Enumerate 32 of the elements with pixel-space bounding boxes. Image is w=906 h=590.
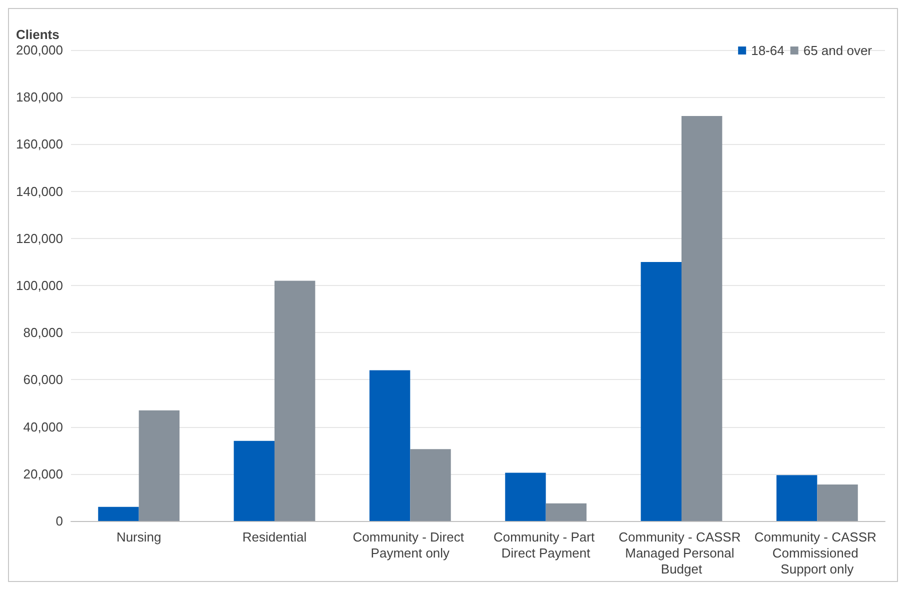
bar bbox=[369, 370, 410, 521]
y-tick-label: 20,000 bbox=[23, 466, 63, 482]
y-tick-label: 140,000 bbox=[16, 184, 63, 199]
bar bbox=[776, 475, 818, 521]
x-tick-label: Community - CASSR Managed Personal Budget bbox=[618, 530, 744, 576]
bar bbox=[546, 503, 587, 521]
bar bbox=[274, 280, 316, 521]
y-tick-label: 100,000 bbox=[16, 278, 63, 293]
y-tick-label: 160,000 bbox=[16, 136, 63, 152]
x-tick-label: Community - Direct Payment only bbox=[352, 530, 468, 560]
bar bbox=[817, 484, 858, 521]
bar bbox=[410, 449, 451, 521]
y-tick-label: 0 bbox=[56, 514, 63, 528]
legend-label: 65 and over bbox=[803, 43, 873, 58]
y-tick-label: 60,000 bbox=[23, 372, 63, 388]
y-tick-label: 200,000 bbox=[16, 42, 63, 58]
y-tick-label: 80,000 bbox=[23, 325, 63, 340]
bar bbox=[505, 472, 546, 521]
bar bbox=[640, 262, 682, 521]
y-tick-label: 40,000 bbox=[23, 419, 63, 434]
x-tick-label: Community - Part Direct Payment bbox=[493, 530, 598, 560]
legend-label: 18-64 bbox=[751, 43, 784, 58]
x-tick-label: Nursing bbox=[116, 530, 162, 544]
y-tick-label: 180,000 bbox=[16, 90, 63, 105]
bar bbox=[234, 440, 274, 521]
y-tick-label: 120,000 bbox=[16, 230, 63, 246]
bar bbox=[138, 410, 180, 521]
y-axis-title: Clients bbox=[16, 27, 60, 42]
x-tick-label: Residential bbox=[242, 530, 307, 544]
bar bbox=[682, 116, 722, 521]
bar bbox=[98, 506, 139, 521]
x-tick-label: Community - CASSR Commissioned Support only bbox=[754, 530, 880, 576]
